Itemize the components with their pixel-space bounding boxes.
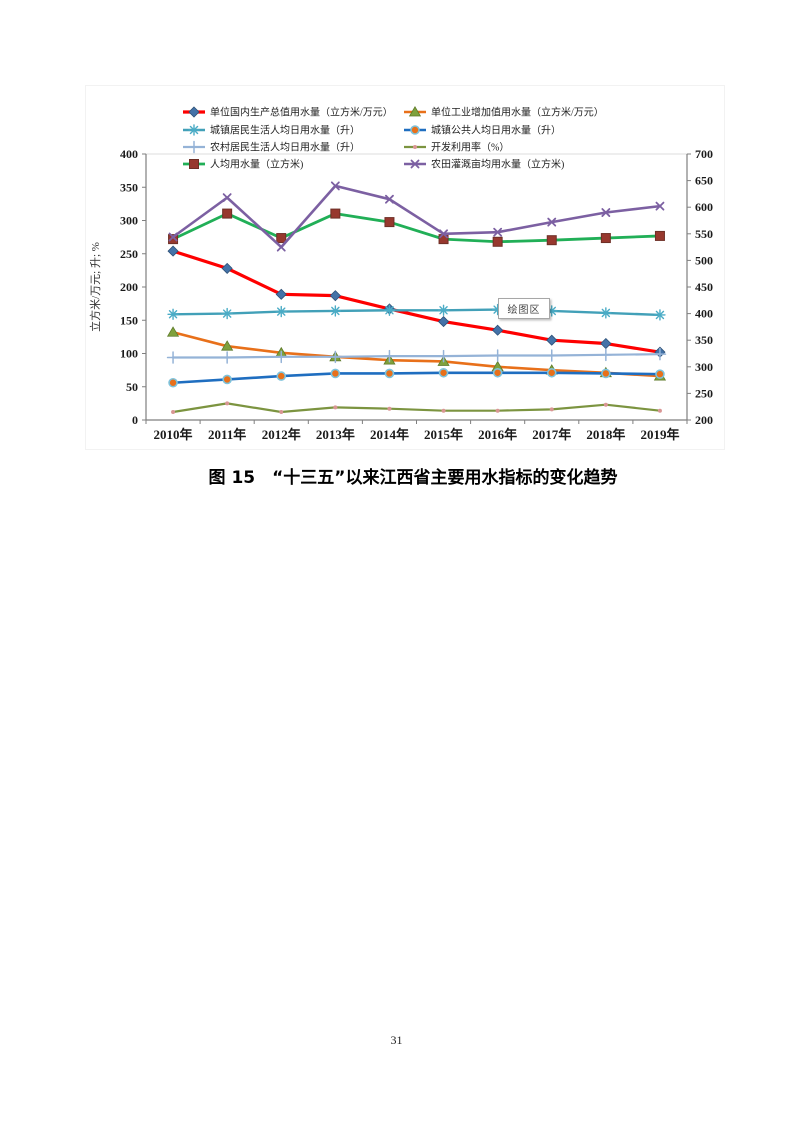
legend-label: 单位工业增加值用水量（立方米/万元） — [431, 106, 604, 119]
series-markers-per-capita-water-use — [168, 208, 665, 247]
x-axis-category-label: 2017年 — [532, 427, 571, 442]
series-line-rural-resident-daily-water — [171, 353, 662, 359]
series-line-urban-public-daily-water — [171, 371, 662, 385]
left-axis-tick-label: 100 — [120, 347, 138, 361]
plot-area-tooltip-text: 绘图区 — [507, 305, 541, 316]
x-axis-category-label: 2013年 — [316, 427, 355, 442]
right-axis-tick-label: 550 — [695, 227, 713, 241]
x-axis-category-label: 2010年 — [154, 427, 193, 442]
legend-label: 农田灌溉亩均用水量（立方米) — [431, 158, 564, 171]
series-markers-urban-public-daily-water — [168, 367, 665, 388]
series-line-development-utilization-rate — [171, 402, 662, 414]
legend-label: 人均用水量（立方米) — [210, 158, 303, 171]
legend-item-rural-resident-daily-water: 农村居民生活人均日用水量（升） — [183, 141, 360, 154]
left-axis-tick-label: 300 — [120, 214, 138, 228]
left-axis-tick-label: 200 — [120, 280, 138, 294]
legend-item-industrial-water-intensity: 单位工业增加值用水量（立方米/万元） — [404, 106, 604, 119]
figure-caption: 图 15 “十三五”以来江西省主要用水指标的变化趋势 — [208, 468, 618, 488]
legend-label: 单位国内生产总值用水量（立方米/万元） — [210, 106, 393, 119]
legend-item-irrigation-water-per-mu: 农田灌溉亩均用水量（立方米) — [404, 158, 564, 171]
legend-marker-asterisk-icon — [188, 124, 200, 136]
series-markers-irrigation-water-per-mu — [168, 181, 665, 252]
right-axis-tick-label: 350 — [695, 333, 713, 347]
legend-marker-diamond-icon — [188, 106, 200, 118]
series-per-capita-water-use — [168, 208, 665, 247]
left-axis-tick-label: 50 — [126, 380, 138, 394]
left-axis-tick-label: 350 — [120, 180, 138, 194]
legend-marker-circle-icon — [410, 125, 420, 135]
legend-marker-dot-icon — [413, 145, 417, 149]
right-axis-tick-label: 450 — [695, 280, 713, 294]
series-rural-resident-daily-water — [166, 347, 667, 364]
legend-label: 城镇居民生活人均日用水量（升） — [210, 124, 360, 137]
series-line-irrigation-water-per-mu — [171, 184, 662, 249]
page-number: 31 — [390, 1033, 403, 1047]
legend-item-per-capita-water-use: 人均用水量（立方米) — [183, 158, 303, 171]
x-axis-category-label: 2016年 — [478, 427, 517, 442]
legend-item-development-utilization-rate: 开发利用率（%） — [404, 141, 509, 154]
right-axis-tick-label: 300 — [695, 360, 713, 374]
x-axis-category-label: 2019年 — [640, 427, 679, 442]
left-axis-tick-label: 400 — [120, 147, 138, 161]
legend-label: 开发利用率（%） — [431, 141, 509, 154]
series-urban-resident-daily-water — [167, 303, 666, 321]
legend-item-urban-resident-daily-water: 城镇居民生活人均日用水量（升） — [183, 124, 360, 137]
left-axis-title: 立方米/万元; 升; % — [88, 242, 102, 332]
series-markers-rural-resident-daily-water — [166, 347, 667, 364]
legend-marker-triangle-icon — [408, 106, 422, 117]
right-axis-tick-label: 250 — [695, 386, 713, 400]
left-axis-tick-label: 0 — [132, 413, 138, 427]
x-axis-category-label: 2018年 — [586, 427, 625, 442]
left-axis-tick-label: 150 — [120, 313, 138, 327]
plot-area-tooltip: 绘图区 — [498, 298, 550, 319]
series-markers-development-utilization-rate — [171, 401, 662, 415]
series-development-utilization-rate — [171, 401, 662, 415]
legend-item-gdp-water-intensity: 单位国内生产总值用水量（立方米/万元） — [183, 106, 393, 119]
legend-item-urban-public-daily-water: 城镇公共人均日用水量（升） — [404, 124, 561, 137]
legend-marker-plus-icon — [187, 140, 201, 154]
right-axis-tick-label: 200 — [695, 413, 713, 427]
x-axis-category-label: 2014年 — [370, 427, 409, 442]
right-axis-tick-label: 650 — [695, 174, 713, 188]
series-line-per-capita-water-use — [171, 212, 662, 244]
legend-marker-x-icon — [410, 159, 420, 169]
legend-label: 城镇公共人均日用水量（升） — [431, 124, 561, 137]
series-irrigation-water-per-mu — [168, 181, 665, 252]
series-line-gdp-water-intensity — [171, 249, 662, 354]
series-line-urban-resident-daily-water — [171, 308, 662, 317]
right-axis-tick-label: 600 — [695, 200, 713, 214]
left-axis-tick-label: 250 — [120, 247, 138, 261]
x-axis-category-label: 2012年 — [262, 427, 301, 442]
x-axis-category-label: 2011年 — [208, 427, 246, 442]
right-axis-tick-label: 500 — [695, 253, 713, 267]
series-gdp-water-intensity — [167, 245, 666, 358]
right-axis-tick-label: 400 — [695, 307, 713, 321]
series-markers-gdp-water-intensity — [167, 245, 666, 358]
legend-marker-square-icon — [189, 159, 199, 169]
water-indicators-chart[interactable]: 0 50 100 150 200 250 300 350 400 200 250 300 350 400 4… — [85, 85, 725, 450]
chart-canvas: 0 50 100 150 200 250 300 350 400 200 250 300 350 400 4… — [88, 106, 713, 443]
series-urban-public-daily-water — [168, 367, 665, 388]
right-axis-tick-label: 700 — [695, 147, 713, 161]
legend-label: 农村居民生活人均日用水量（升） — [210, 141, 360, 154]
x-axis-category-label: 2015年 — [424, 427, 463, 442]
series-line-industrial-water-intensity — [171, 330, 662, 378]
